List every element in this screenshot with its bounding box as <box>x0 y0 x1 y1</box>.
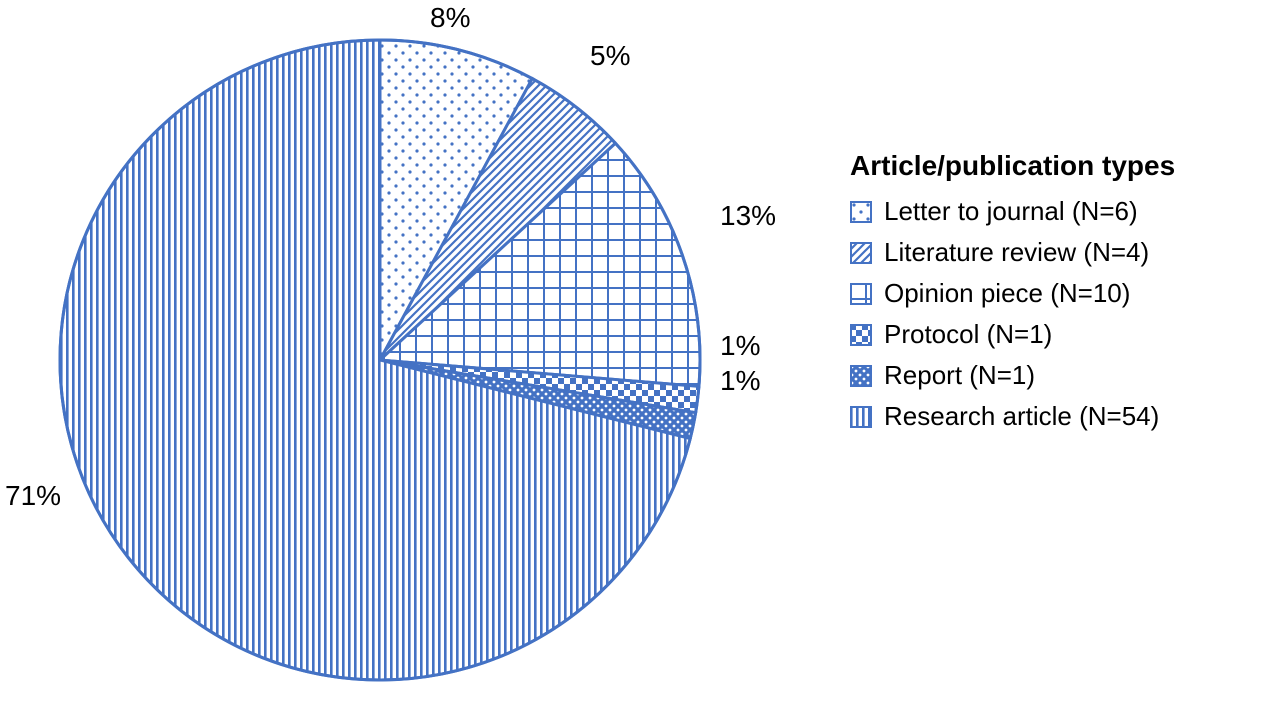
legend: Article/publication types Letter to jour… <box>850 150 1250 442</box>
legend-item-label: Research article (N=54) <box>884 401 1159 432</box>
legend-swatch-icon <box>850 242 872 264</box>
legend-item-label: Literature review (N=4) <box>884 237 1149 268</box>
legend-item: Research article (N=54) <box>850 401 1250 432</box>
legend-item: Letter to journal (N=6) <box>850 196 1250 227</box>
legend-item: Report (N=1) <box>850 360 1250 391</box>
legend-swatch-icon <box>850 406 872 428</box>
slice-label-protocol: 1% <box>720 330 760 362</box>
legend-swatch-icon <box>850 324 872 346</box>
legend-item-label: Report (N=1) <box>884 360 1035 391</box>
legend-item: Literature review (N=4) <box>850 237 1250 268</box>
legend-swatch-icon <box>850 201 872 223</box>
slice-label-litrev: 5% <box>590 40 630 72</box>
legend-item-label: Protocol (N=1) <box>884 319 1052 350</box>
slice-label-opinion: 13% <box>720 200 776 232</box>
legend-title: Article/publication types <box>850 150 1250 182</box>
legend-item-label: Opinion piece (N=10) <box>884 278 1130 309</box>
slice-label-research: 71% <box>5 480 61 512</box>
legend-swatch-icon <box>850 365 872 387</box>
legend-swatch-icon <box>850 283 872 305</box>
chart-container: 8% 5% 13% 1%1% 71% Article/publication types… <box>0 0 1268 710</box>
legend-item-label: Letter to journal (N=6) <box>884 196 1138 227</box>
slice-label-letter: 8% <box>430 2 470 34</box>
legend-item: Protocol (N=1) <box>850 319 1250 350</box>
legend-item: Opinion piece (N=10) <box>850 278 1250 309</box>
pie-svg <box>0 0 820 710</box>
slice-label-report: 1% <box>720 365 760 397</box>
pie-chart: 8% 5% 13% 1%1% 71% <box>0 0 820 710</box>
